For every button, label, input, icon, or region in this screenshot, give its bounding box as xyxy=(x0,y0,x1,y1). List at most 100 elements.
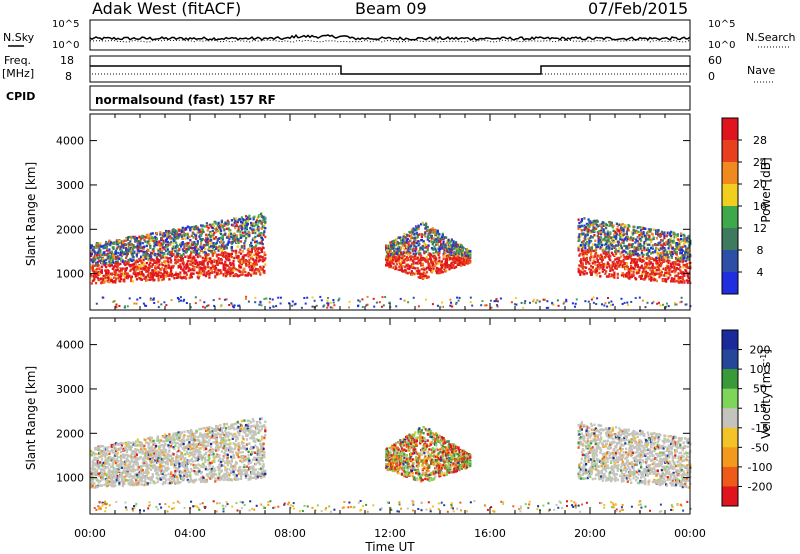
data-cell xyxy=(602,228,605,231)
data-cell xyxy=(627,304,630,306)
data-cell xyxy=(686,250,689,254)
data-cell xyxy=(428,236,431,240)
data-cell xyxy=(411,259,414,262)
data-cell xyxy=(105,275,108,279)
data-cell xyxy=(183,298,186,301)
data-cell xyxy=(596,225,599,228)
data-cell xyxy=(676,243,679,246)
data-cell xyxy=(565,298,568,301)
data-cell xyxy=(620,230,623,234)
data-cell xyxy=(92,279,95,282)
data-cell xyxy=(262,226,265,229)
data-cell xyxy=(262,246,265,250)
data-cell xyxy=(175,276,178,279)
data-cell xyxy=(481,300,484,303)
data-cell xyxy=(210,259,213,263)
data-cell xyxy=(407,243,410,246)
data-cell xyxy=(626,265,629,269)
data-cell xyxy=(416,235,419,239)
data-cell xyxy=(140,267,143,270)
data-cell xyxy=(448,247,451,250)
data-cell xyxy=(247,300,250,303)
data-cell xyxy=(224,232,227,235)
data-cell xyxy=(259,258,262,262)
data-cell xyxy=(607,263,610,266)
data-cell xyxy=(398,265,401,268)
data-cell xyxy=(608,224,611,227)
data-cell xyxy=(580,244,583,247)
data-cell xyxy=(596,220,599,223)
data-cell xyxy=(601,303,603,306)
data-cell xyxy=(636,240,639,243)
data-cell xyxy=(606,247,609,250)
data-cell xyxy=(232,306,235,309)
data-cell xyxy=(96,463,99,466)
data-cell xyxy=(652,266,655,269)
data-cell xyxy=(189,306,192,309)
data-cell xyxy=(235,217,238,220)
data-cell xyxy=(389,249,392,252)
data-cell xyxy=(397,260,400,263)
data-cell xyxy=(680,234,683,238)
data-cell xyxy=(150,252,153,255)
data-cell xyxy=(485,304,488,307)
data-cell xyxy=(243,244,246,248)
data-cell xyxy=(680,238,683,241)
data-cell xyxy=(610,247,613,250)
data-cell xyxy=(202,262,205,265)
data-cell xyxy=(393,245,396,248)
data-cell xyxy=(688,256,691,259)
data-cell xyxy=(201,259,204,263)
data-cell xyxy=(186,254,189,258)
data-cell xyxy=(149,253,152,257)
data-cell xyxy=(465,248,468,251)
data-cell xyxy=(642,253,645,256)
data-cell xyxy=(605,264,608,267)
data-cell xyxy=(420,233,423,236)
data-cell xyxy=(589,271,592,274)
data-cell xyxy=(621,223,624,226)
data-cell xyxy=(133,251,136,255)
data-cell xyxy=(203,273,206,277)
data-cell xyxy=(633,246,636,249)
data-cell xyxy=(623,273,626,276)
data-cell xyxy=(664,256,667,260)
data-cell xyxy=(123,306,126,309)
data-cell xyxy=(425,255,428,259)
data-cell xyxy=(313,299,316,302)
data-cell xyxy=(631,250,634,253)
data-cell xyxy=(590,253,593,256)
data-cell xyxy=(663,259,666,263)
data-cell xyxy=(586,233,589,237)
data-cell xyxy=(190,250,193,254)
data-cell xyxy=(165,274,168,277)
data-cell xyxy=(676,234,679,237)
data-cell xyxy=(687,242,690,245)
data-cell xyxy=(612,229,615,233)
data-cell xyxy=(406,237,409,241)
data-cell xyxy=(95,267,98,271)
data-cell xyxy=(263,271,266,275)
data-cell xyxy=(590,271,593,275)
data-cell xyxy=(415,241,418,245)
data-cell xyxy=(599,247,602,250)
data-cell xyxy=(627,267,630,271)
data-cell xyxy=(668,259,671,262)
data-cell xyxy=(426,229,429,232)
data-cell xyxy=(106,257,109,260)
data-cell xyxy=(457,255,460,258)
data-cell xyxy=(670,256,673,259)
data-cell xyxy=(667,276,670,279)
data-cell xyxy=(259,265,262,269)
data-cell xyxy=(220,253,223,256)
data-cell xyxy=(234,226,237,230)
data-cell xyxy=(195,225,198,228)
data-cell xyxy=(226,264,229,267)
data-cell xyxy=(90,481,93,484)
data-cell xyxy=(640,244,643,247)
data-cell xyxy=(241,273,244,276)
data-cell xyxy=(240,262,243,266)
data-cell xyxy=(200,263,203,266)
data-cell xyxy=(95,469,98,472)
